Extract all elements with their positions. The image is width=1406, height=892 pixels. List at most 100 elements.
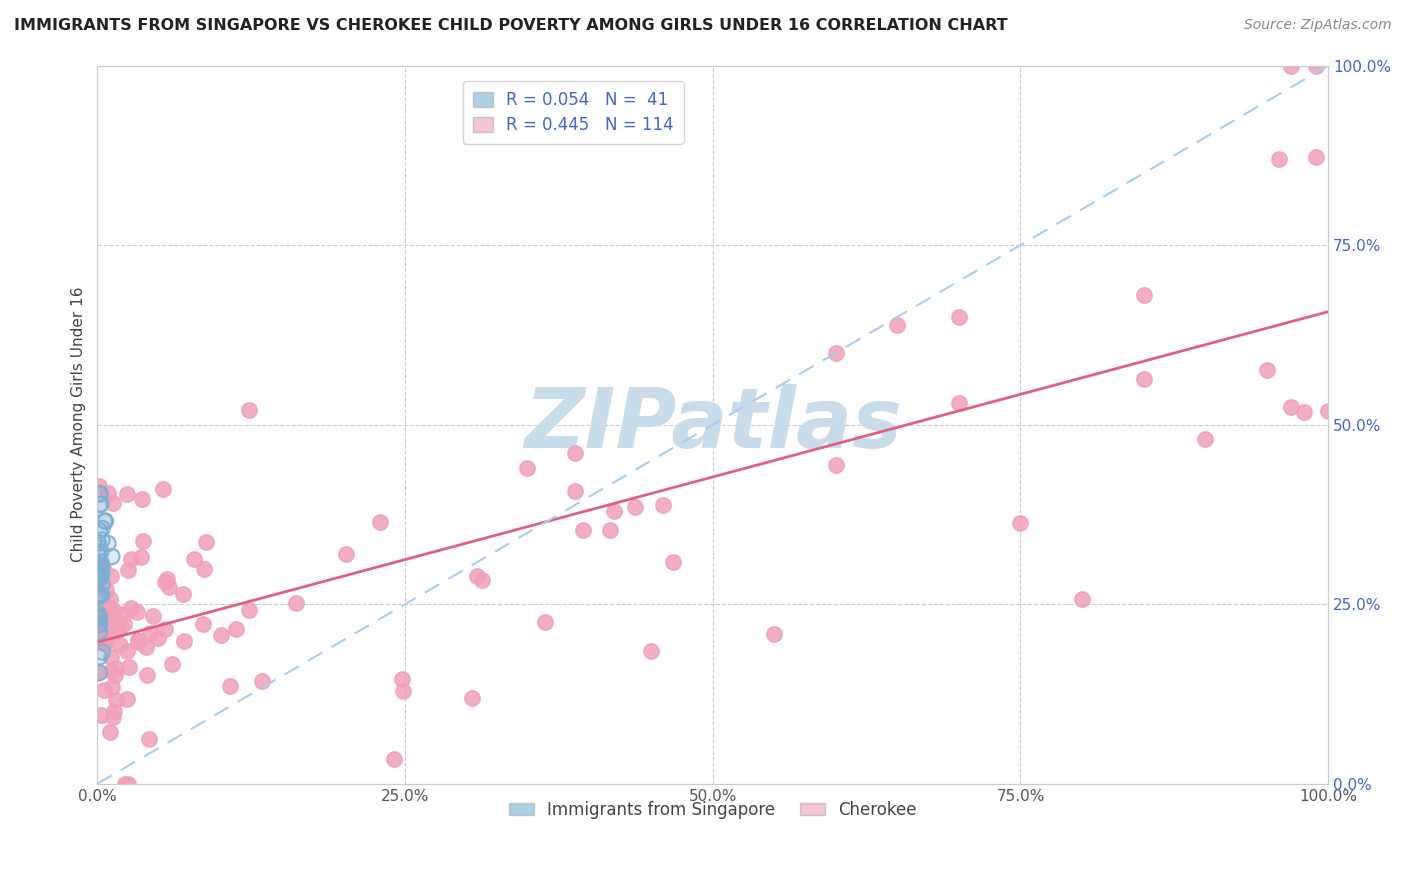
Point (172, 586, 194, 600)
Point (136, 667, 159, 681)
Point (86, 570, 108, 584)
Point (96, 485, 118, 500)
Point (91, 521, 114, 535)
Point (564, 446, 586, 460)
Point (100, 680, 122, 694)
Point (97, 599, 120, 614)
Point (89, 566, 111, 581)
Legend: Immigrants from Singapore, Cherokee: Immigrants from Singapore, Cherokee (502, 795, 924, 826)
Point (101, 549, 124, 564)
Point (117, 777, 139, 791)
Point (87, 536, 110, 550)
Point (87, 617, 110, 632)
Point (250, 674, 273, 689)
Point (103, 614, 125, 628)
Point (90, 568, 112, 582)
Point (89, 541, 111, 555)
Point (533, 615, 555, 629)
Point (114, 777, 136, 791)
Point (94, 514, 117, 528)
Point (90, 555, 112, 569)
Point (89, 524, 111, 538)
Point (100, 650, 122, 665)
Point (105, 661, 128, 675)
Point (103, 704, 125, 718)
Point (89, 624, 111, 639)
Point (89, 649, 111, 664)
Point (87, 588, 110, 602)
Point (640, 644, 662, 658)
Point (564, 483, 586, 498)
Point (391, 683, 413, 698)
Point (105, 693, 128, 707)
Point (155, 623, 177, 637)
Point (516, 461, 538, 475)
Point (1279, 400, 1302, 414)
Point (101, 549, 124, 564)
Point (599, 523, 621, 537)
Point (89, 486, 111, 500)
Point (138, 731, 160, 746)
Point (238, 402, 260, 417)
Point (824, 458, 846, 472)
Text: ZIPatlas: ZIPatlas (524, 384, 901, 465)
Point (91, 577, 114, 591)
Point (87, 590, 110, 604)
Point (108, 623, 131, 637)
Point (624, 500, 647, 514)
Point (93, 514, 115, 528)
Point (89, 617, 111, 632)
Point (93, 560, 115, 574)
Point (100, 664, 122, 678)
Point (90, 588, 112, 602)
Point (1071, 592, 1094, 607)
Point (139, 626, 162, 640)
Point (112, 607, 135, 622)
Point (90, 497, 112, 511)
Point (107, 615, 129, 630)
Point (183, 551, 205, 566)
Point (661, 556, 683, 570)
Point (89, 609, 111, 624)
Point (115, 692, 138, 706)
Point (89, 589, 111, 603)
Point (98, 601, 121, 615)
Point (1268, 152, 1291, 166)
Point (89, 479, 111, 493)
Point (115, 644, 138, 658)
Point (135, 640, 157, 654)
Point (87, 610, 110, 624)
Point (86, 558, 108, 572)
Point (763, 626, 786, 640)
Point (948, 310, 970, 324)
Point (87, 611, 110, 625)
Point (90, 545, 112, 559)
Point (89, 665, 111, 680)
Point (104, 668, 127, 682)
Point (90, 568, 112, 582)
Point (89, 589, 111, 603)
Point (89, 498, 111, 512)
Point (335, 548, 357, 562)
Point (146, 632, 169, 646)
Point (219, 680, 242, 694)
Point (93, 683, 115, 698)
Point (101, 496, 124, 510)
Point (87, 566, 110, 580)
Point (194, 534, 217, 549)
Point (391, 672, 413, 686)
Text: Source: ZipAtlas.com: Source: ZipAtlas.com (1244, 18, 1392, 32)
Point (117, 563, 139, 577)
Point (1305, 59, 1327, 73)
Point (115, 486, 138, 500)
Point (571, 523, 593, 537)
Point (87, 588, 110, 602)
Point (89, 609, 111, 624)
Point (87, 564, 110, 578)
Point (193, 562, 215, 576)
Point (108, 639, 131, 653)
Point (104, 625, 127, 640)
Point (91, 577, 114, 591)
Point (89, 487, 111, 501)
Point (89, 541, 111, 555)
